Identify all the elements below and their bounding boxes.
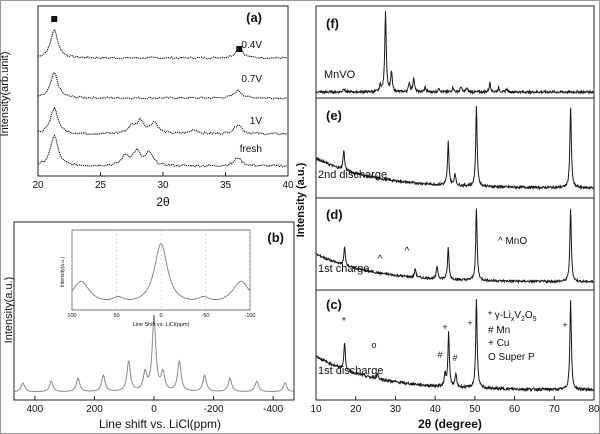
series-curve-1st-charge [315, 208, 595, 284]
right-curves [315, 11, 595, 393]
panel-a-xlabel: 2θ [156, 195, 170, 209]
panel-c-label: (c) [326, 297, 342, 312]
peak-marker [236, 46, 243, 52]
inset-ticks: 100 50 0 -50 -100 [67, 230, 256, 319]
right-ticks: 10 20 30 40 50 60 70 80 [310, 396, 600, 415]
inset-tick-label: -100 [244, 313, 255, 319]
series-curve-mnvo [315, 11, 595, 96]
panel-b-curve [14, 314, 294, 392]
series-label-0-7v: 0.7V [241, 74, 262, 85]
series-curve-1st-discharge [315, 299, 595, 393]
series-label-1v: 1V [250, 116, 263, 127]
series-label-fresh: fresh [240, 144, 262, 155]
mark-plus-3: + [562, 320, 567, 330]
inset-ylabel: Intensity(a.u.) [60, 257, 66, 288]
caret-mark-1: ^ [378, 254, 383, 265]
legend-gamma-line: * γ-LixV2O5 [488, 310, 537, 323]
mark-plus-2: + [467, 318, 472, 328]
mark-plus-1: + [442, 322, 447, 332]
mark-hash-2: # [452, 353, 457, 363]
series-label-1st-charge: 1st charge [318, 263, 369, 275]
series-curve-0-4V [37, 28, 288, 60]
x-tick-label: 20 [32, 180, 44, 191]
panel-b-xlabel: Line shift vs. LiCl(ppm) [99, 417, 221, 431]
panel-b-ylabel: Intensity(a.u.) [3, 277, 15, 344]
x-tick-label: 0 [151, 404, 157, 415]
legend-mn: # Mn [488, 325, 510, 336]
subpanel-frame [315, 289, 595, 401]
x-tick-label: 80 [588, 404, 600, 415]
series-label-mnvo: MnVO [324, 69, 356, 81]
inset-tick-label: 50 [113, 313, 119, 319]
panel-e-label: (e) [326, 108, 342, 123]
inset-tick-label: 0 [159, 313, 162, 319]
series-curve-1V [37, 106, 288, 136]
inset-xlabel: Line Shift vs. LiCl(ppm) [133, 322, 190, 328]
x-tick-label: 40 [282, 180, 294, 191]
x-tick-label: -200 [204, 404, 224, 415]
panel-f-label: (f) [326, 16, 339, 31]
x-tick-label: 20 [350, 404, 362, 415]
panel-a-label: (a) [246, 10, 262, 25]
panel-b-label: (b) [267, 230, 284, 245]
x-tick-label: 70 [549, 404, 561, 415]
panel-a-curves [37, 16, 288, 168]
x-tick-label: 60 [509, 404, 521, 415]
x-tick-label: 30 [157, 180, 169, 191]
series-curve-0-7V [37, 71, 288, 100]
peak-marker [51, 16, 58, 22]
x-tick-label: 50 [469, 404, 481, 415]
nmr-spectrum-line [14, 314, 294, 392]
panel-d-label: (d) [326, 207, 343, 222]
x-tick-label: 200 [86, 404, 103, 415]
mark-o: o [371, 340, 376, 350]
x-tick-label: 30 [390, 404, 402, 415]
mark-star: * [342, 316, 346, 327]
x-tick-label: 400 [27, 404, 44, 415]
series-curve-2nd-discharge [315, 105, 595, 191]
caret-mark-2: ^ [405, 246, 410, 257]
inset-tick-label: 100 [67, 313, 76, 319]
mno-annotation: ^ MnO [498, 236, 527, 247]
panel-a: Intensity(arb.unit) 2θ (a) 20 25 30 35 40 0.… [0, 5, 294, 209]
series-label-2nd-discharge: 2nd discharge [318, 169, 387, 181]
panel-a-ticks: 20 25 30 35 40 [32, 172, 294, 191]
right-ylabel: Intensity (a.u.) [295, 162, 307, 237]
panel-c-legend: * γ-LixV2O5 # Mn + Cu O Super P [488, 310, 537, 363]
series-label-0-4v: 0.4V [241, 40, 262, 51]
panel-b-ticks: 400 200 0 -200 -400 [27, 396, 284, 415]
panel-right: Intensity (a.u.) 2θ (degree) 10 20 30 40 50 6… [295, 5, 600, 431]
mark-hash-1: # [437, 350, 442, 360]
panel-b: Intensity(a.u.) Line shift vs. LiCl(ppm)… [3, 221, 295, 431]
legend-super-p: O Super P [488, 352, 535, 363]
right-xlabel: 2θ (degree) [418, 417, 482, 431]
legend-cu: + Cu [488, 338, 509, 349]
series-label-1st-discharge: 1st discharge [318, 365, 383, 377]
panel-a-ylabel: Intensity(arb.unit) [0, 52, 11, 137]
x-tick-label: 35 [220, 180, 232, 191]
inset-tick-label: -50 [202, 313, 210, 319]
x-tick-label: -400 [263, 404, 283, 415]
x-tick-label: 10 [310, 404, 322, 415]
x-tick-label: 40 [430, 404, 442, 415]
series-curve-fresh [37, 134, 288, 168]
right-frames [315, 5, 595, 401]
x-tick-label: 25 [95, 180, 107, 191]
